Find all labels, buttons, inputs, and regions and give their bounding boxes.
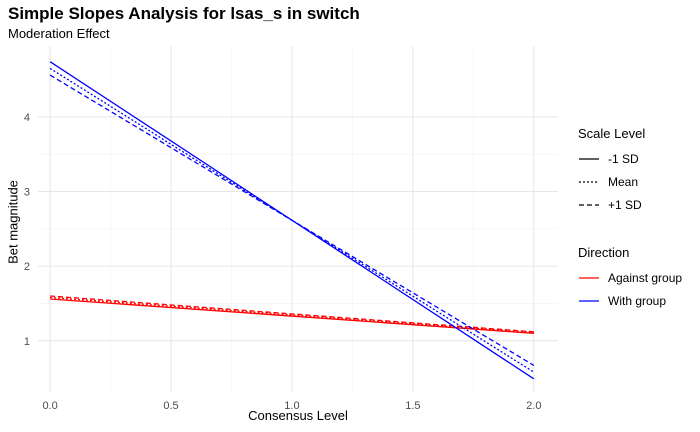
legend-title-scale-level: Scale Level bbox=[578, 126, 646, 141]
legend-key-dotted bbox=[579, 180, 599, 183]
x-tick-label: 0.5 bbox=[163, 400, 178, 412]
y-tick-label: 2 bbox=[24, 261, 30, 273]
legend-item-mean: Mean bbox=[578, 170, 645, 193]
legend-key-red bbox=[579, 276, 599, 279]
x-tick-label: 1.0 bbox=[284, 400, 299, 412]
x-axis-label: Consensus Level bbox=[248, 408, 348, 423]
series-line-with-group-1-sd bbox=[49, 74, 535, 366]
y-axis-label: Bet magnitude bbox=[5, 180, 21, 264]
legend-label: +1 SD bbox=[608, 197, 642, 212]
chart-title: Simple Slopes Analysis for lsas_s in swi… bbox=[8, 4, 360, 23]
x-tick-label: 0.0 bbox=[42, 400, 57, 412]
legend-scale-level: Scale Level -1 SD Mean +1 SD bbox=[578, 126, 645, 216]
y-tick-label: 3 bbox=[24, 187, 30, 199]
legend-item-minus-1-sd: -1 SD bbox=[578, 147, 645, 170]
legend-key-blue bbox=[579, 299, 599, 302]
legend-item-with-group: With group bbox=[578, 289, 682, 312]
y-tick-label: 1 bbox=[24, 336, 30, 348]
legend-label: Mean bbox=[608, 174, 639, 189]
series-line-against-group-1-sd bbox=[50, 298, 534, 334]
legend-label: With group bbox=[608, 293, 667, 308]
legend-item-against-group: Against group bbox=[578, 266, 682, 289]
legend-label: -1 SD bbox=[608, 151, 639, 166]
x-tick-label: 2.0 bbox=[526, 400, 541, 412]
legend-label: Against group bbox=[608, 270, 683, 285]
chart-subtitle: Moderation Effect bbox=[8, 26, 110, 41]
y-tick-label: 4 bbox=[24, 112, 30, 124]
legend-item-plus-1-sd: +1 SD bbox=[578, 193, 645, 216]
legend-direction: Direction Against group With group bbox=[578, 245, 682, 312]
legend-key-dashed bbox=[579, 203, 599, 206]
legend-key-solid bbox=[579, 157, 599, 160]
x-tick-label: 1.5 bbox=[405, 400, 420, 412]
legend-title-direction: Direction bbox=[578, 245, 630, 260]
